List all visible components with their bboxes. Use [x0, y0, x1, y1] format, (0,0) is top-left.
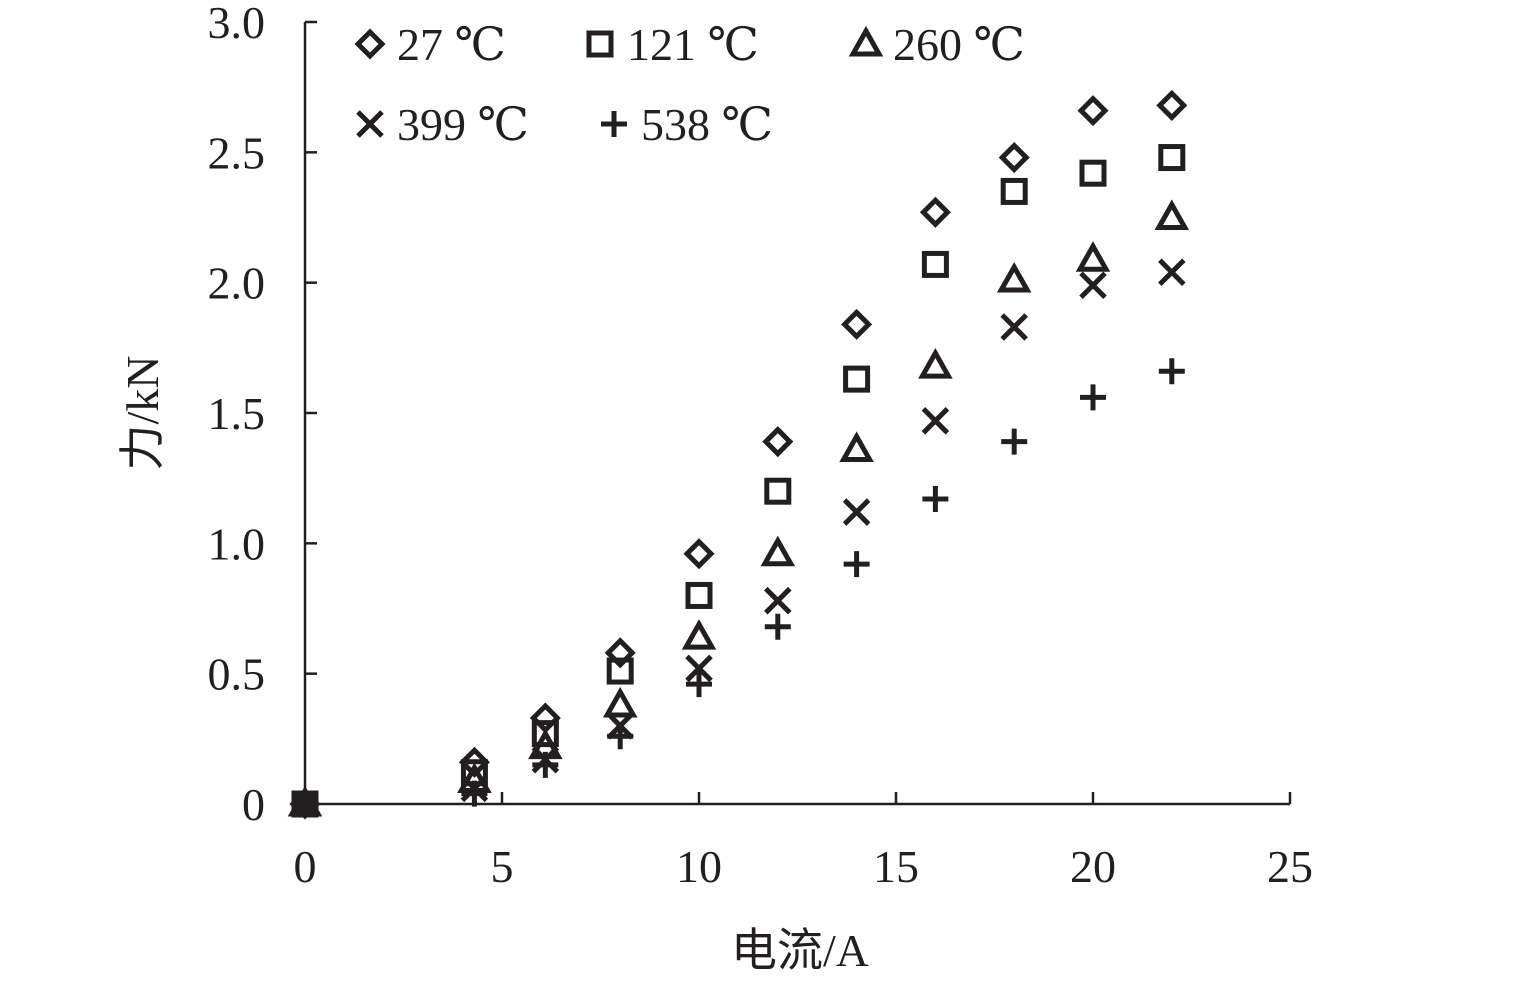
series-3	[287, 199, 1190, 817]
legend-label: 27 ℃	[397, 19, 506, 70]
y-tick-label: 3.0	[208, 0, 266, 48]
x-axis-title: 电流/A	[731, 925, 869, 976]
data-point	[760, 535, 796, 567]
legend-item: 399 ℃	[356, 99, 529, 150]
data-point	[1001, 428, 1028, 455]
data-point	[1158, 258, 1186, 287]
y-tick-label: 2.0	[208, 258, 266, 309]
data-point	[686, 671, 712, 698]
y-tick-label: 0.5	[208, 649, 266, 700]
legend-item: 121 ℃	[586, 19, 759, 70]
data-point	[532, 751, 559, 778]
data-point	[607, 723, 634, 750]
data-point	[1080, 384, 1106, 411]
y-tick-label: 0	[242, 779, 265, 830]
legend-label: 260 ℃	[893, 19, 1025, 70]
x-tick-label: 5	[491, 841, 514, 892]
plus-marker-icon	[601, 111, 627, 137]
legend-label: 399 ℃	[397, 99, 529, 150]
data-point	[922, 486, 949, 513]
x-tick-label: 0	[294, 841, 317, 892]
data-point	[921, 407, 950, 435]
y-axis-title: 力/kN	[117, 356, 168, 471]
data-point	[842, 498, 871, 526]
data-point	[1079, 159, 1107, 187]
data-point	[1075, 241, 1111, 272]
data-point	[1158, 144, 1186, 172]
data-point	[764, 586, 792, 615]
data-point	[1158, 358, 1185, 385]
data-point	[1000, 313, 1028, 341]
data-point	[683, 538, 715, 570]
series-5	[292, 358, 1185, 817]
data-point	[292, 791, 318, 817]
data-point	[602, 686, 638, 718]
data-point	[606, 657, 634, 685]
x-tick-label: 20	[1070, 841, 1116, 892]
data-point	[918, 347, 953, 379]
x-tick-label: 25	[1267, 841, 1313, 892]
y-tick-label: 2.5	[208, 127, 266, 178]
data-points	[287, 89, 1190, 820]
legend-item: 260 ℃	[848, 19, 1025, 70]
tick-labels: 0 5 10 15 20 25 0 0.5 1.0 1.5 2.0 2.5 3.0	[208, 0, 1314, 892]
series-2	[291, 144, 1186, 818]
data-point	[604, 637, 636, 669]
square-marker-icon	[586, 30, 614, 58]
data-point	[919, 196, 951, 228]
series-4	[291, 258, 1186, 818]
series-1	[289, 89, 1188, 820]
data-point	[762, 426, 794, 458]
data-point	[998, 142, 1030, 174]
legend: 27 ℃ 121 ℃ 260 ℃ 399 ℃ 538 ℃	[354, 19, 1025, 150]
data-point	[921, 250, 949, 278]
triangle-marker-icon	[848, 25, 884, 57]
x-tick-label: 10	[676, 841, 722, 892]
data-point	[1156, 89, 1188, 121]
data-point	[764, 477, 792, 505]
data-point	[843, 365, 871, 393]
x-marker-icon	[356, 110, 384, 138]
data-point	[1079, 271, 1107, 300]
legend-item: 538 ℃	[601, 99, 773, 150]
y-tick-label: 1.5	[208, 388, 266, 439]
data-point	[1077, 95, 1109, 127]
data-point	[529, 702, 561, 734]
x-tick-label: 15	[873, 841, 919, 892]
data-point	[841, 308, 873, 340]
data-point	[1000, 177, 1028, 205]
tick-marks	[303, 20, 1292, 806]
data-point	[685, 654, 713, 683]
data-point	[764, 613, 791, 640]
data-point	[839, 431, 874, 462]
legend-label: 121 ℃	[627, 19, 759, 70]
data-point	[531, 720, 559, 748]
data-point	[996, 261, 1032, 293]
y-tick-label: 1.0	[208, 518, 266, 569]
data-point	[681, 619, 717, 650]
data-point	[843, 551, 870, 578]
data-point	[461, 780, 488, 807]
data-point	[458, 746, 490, 778]
legend-label: 538 ℃	[641, 99, 773, 150]
legend-item: 27 ℃	[354, 19, 506, 70]
data-point	[685, 581, 713, 609]
data-point	[1154, 199, 1190, 230]
diamond-marker-icon	[354, 28, 386, 60]
